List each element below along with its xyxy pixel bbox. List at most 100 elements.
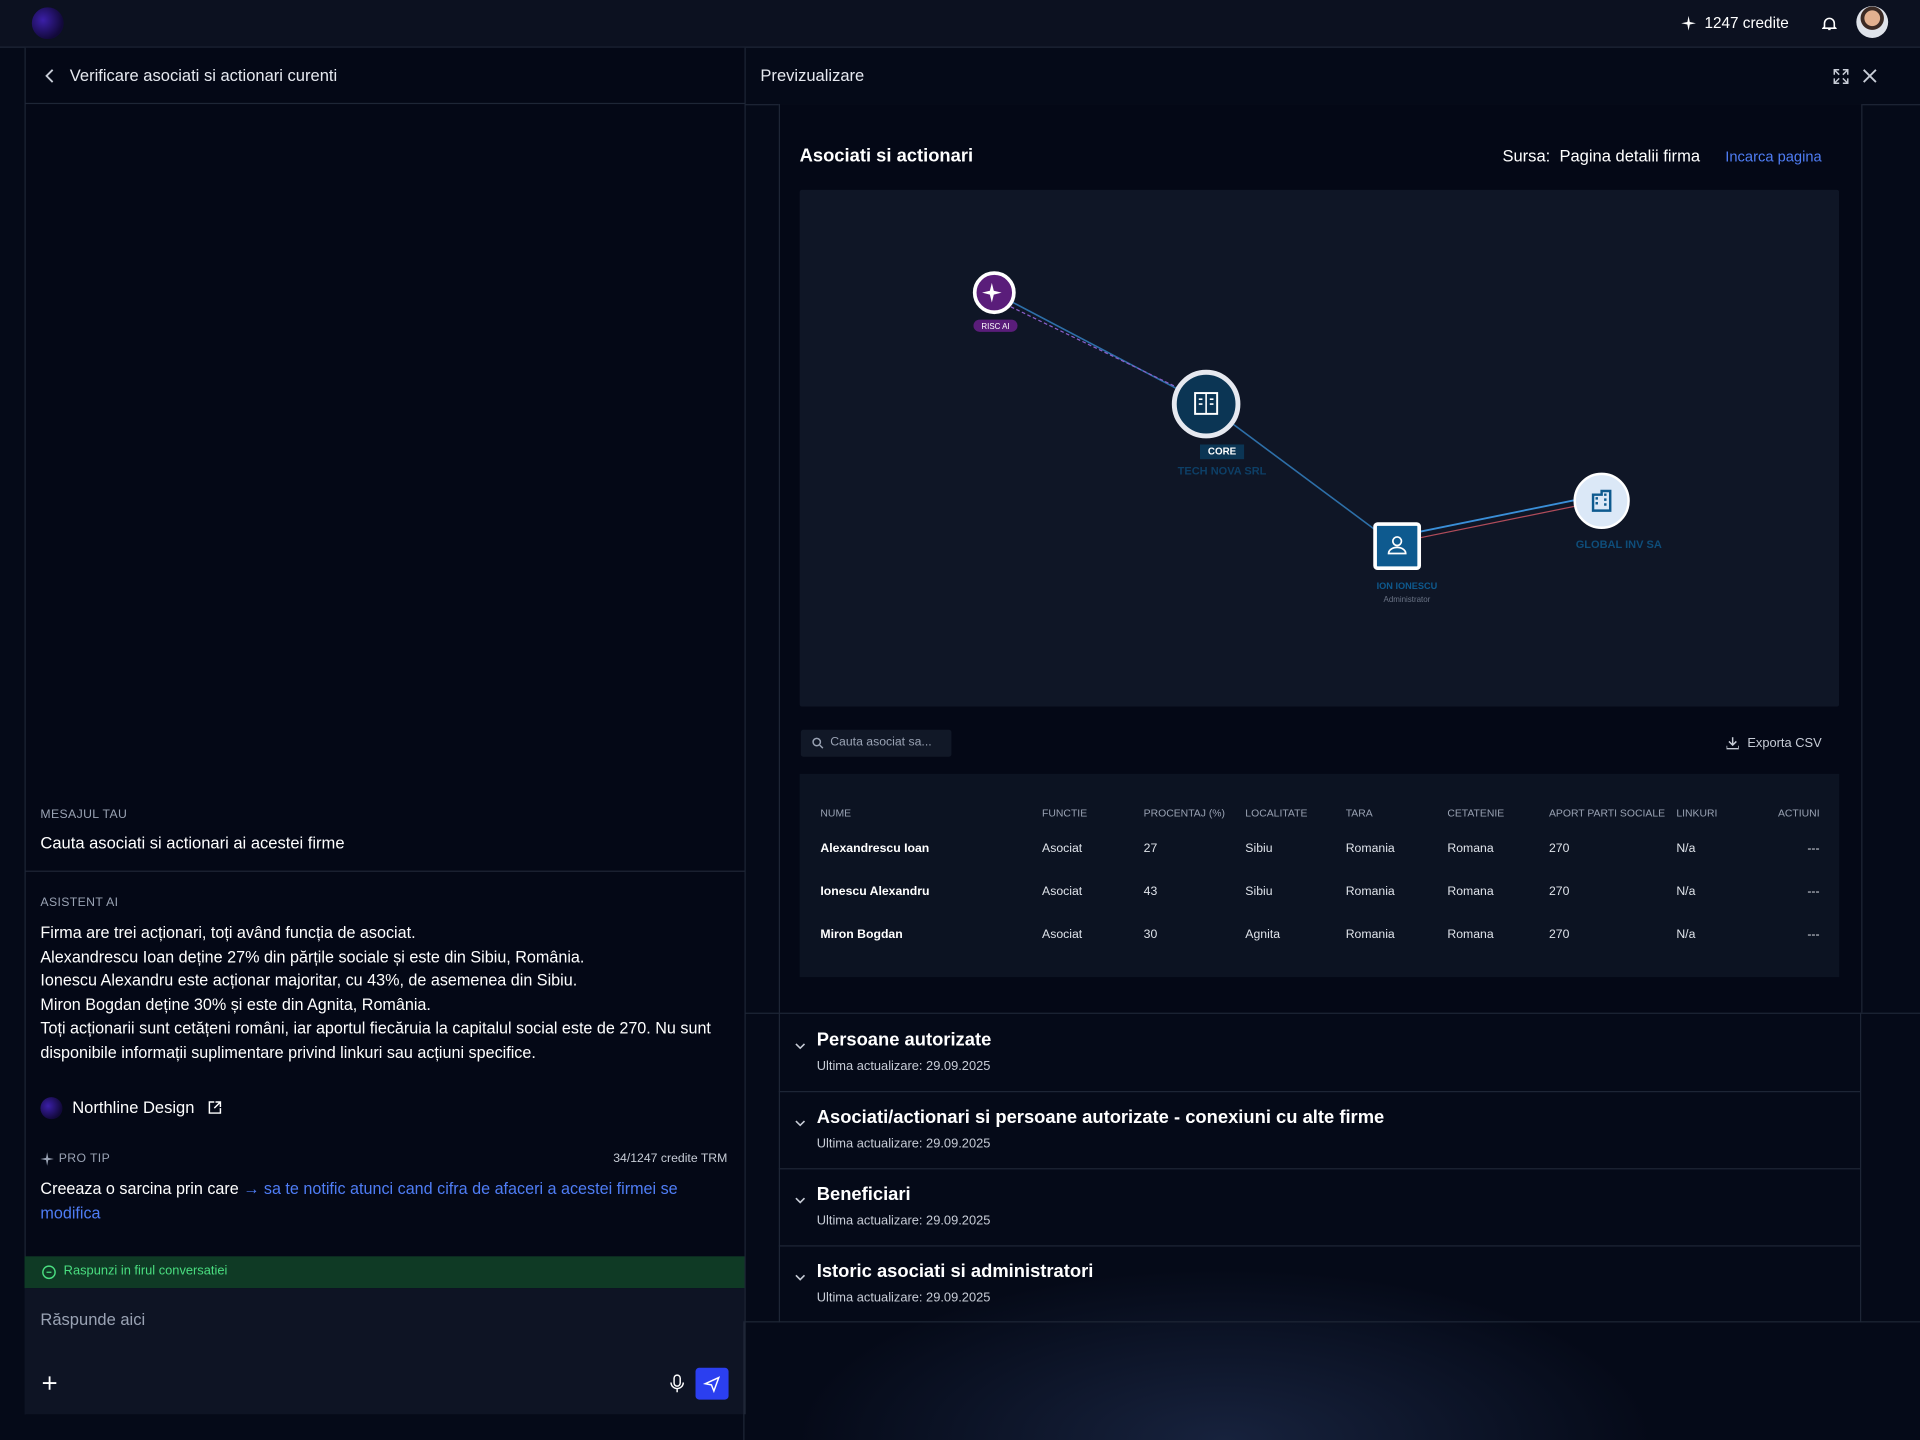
- table-header: Aport parti sociale: [1548, 806, 1666, 820]
- logo[interactable]: [31, 7, 64, 40]
- section-heading[interactable]: Persoane autorizate: [816, 1029, 992, 1051]
- tip-link[interactable]: → sa te notific atunci cand cifra de afa…: [40, 1179, 678, 1222]
- shareholders-table: [799, 773, 1840, 978]
- source-link[interactable]: Northline Design: [72, 1098, 195, 1117]
- table-cell: Romania: [1345, 928, 1395, 942]
- divider: [778, 1168, 1861, 1170]
- top-bar: [0, 0, 1920, 48]
- chevron[interactable]: [795, 1035, 806, 1057]
- assistant-label: Asistent AI: [40, 896, 119, 910]
- network-graph: RISC AI CORE TECH NOVA SRL ION IONESCU A…: [799, 189, 1840, 707]
- load-page-link[interactable]: Incarca pagina: [1725, 148, 1822, 166]
- search-placeholder: Cauta asociat sa...: [830, 735, 932, 750]
- row-name: Ionescu Alexandru: [820, 885, 930, 899]
- table-cell: 43: [1143, 885, 1158, 899]
- chevron[interactable]: [795, 1189, 806, 1211]
- message-label: Mesajul tau: [40, 808, 128, 822]
- section-heading[interactable]: Beneficiari: [816, 1184, 911, 1205]
- assistant-line: Miron Bogdan deține 30% și este din Agni…: [40, 995, 431, 1014]
- divider: [24, 870, 745, 872]
- thread-note: Raspunzi in firul conversatiei: [63, 1263, 228, 1279]
- source: Sursa: Pagina detalii firma: [1502, 147, 1700, 165]
- table-cell: Asociat: [1042, 885, 1083, 899]
- table-cell: Romania: [1345, 885, 1395, 899]
- table-cell: Agnita: [1245, 928, 1281, 942]
- chat-title: Verificare asociati si actionari curenti: [69, 66, 338, 85]
- section-updated: Ultima actualizare: 29.09.2025: [816, 1059, 991, 1074]
- table-header: Tara: [1345, 806, 1373, 820]
- row-name: Miron Bogdan: [820, 928, 903, 942]
- attach-button[interactable]: [42, 1375, 58, 1391]
- section-title: Asociati si actionari: [799, 145, 974, 167]
- section-heading[interactable]: Asociati/actionari si persoane autorizat…: [816, 1106, 1385, 1128]
- divider: [744, 1012, 1920, 1014]
- divider: [24, 102, 745, 105]
- table-cell: N/a: [1676, 928, 1696, 942]
- table-cell: 270: [1548, 928, 1570, 942]
- assistant-line: Toți acționarii sunt cetățeni români, ia…: [40, 1019, 711, 1062]
- close-button[interactable]: [1862, 69, 1877, 84]
- table-cell: 270: [1548, 842, 1570, 856]
- divider: [1860, 1012, 1862, 1323]
- source-label: Sursa:: [1502, 146, 1551, 166]
- table-cell: 270: [1548, 885, 1570, 899]
- table-cell: Romana: [1447, 928, 1494, 942]
- node-label: Administrator: [1384, 595, 1431, 604]
- export-button[interactable]: Exporta CSV: [1747, 735, 1822, 751]
- expand-button[interactable]: [1833, 69, 1849, 85]
- chevron[interactable]: [795, 1266, 806, 1288]
- node-label: ION IONESCU: [1377, 581, 1438, 591]
- table-cell: ---: [1807, 928, 1820, 942]
- table-cell: Romana: [1447, 885, 1494, 899]
- divider: [744, 1321, 1920, 1323]
- back-button[interactable]: [44, 69, 56, 84]
- download-icon: [1726, 737, 1739, 750]
- table-cell: ---: [1807, 842, 1820, 856]
- chat-panel: [24, 47, 746, 1415]
- section-heading[interactable]: Istoric asociati si administratori: [816, 1261, 1094, 1283]
- external-icon: [208, 1101, 222, 1114]
- pro-tip-label: Pro tip: [58, 1152, 111, 1166]
- search-icon: [812, 737, 824, 749]
- assistant-line: Ionescu Alexandru este acționar majorita…: [40, 971, 578, 990]
- thread-bar: [24, 1256, 745, 1289]
- divider: [743, 1321, 745, 1440]
- table-header: Procentaj (%): [1143, 806, 1226, 820]
- table-cell: N/a: [1676, 885, 1696, 899]
- table-header: Actiuni: [1777, 806, 1820, 820]
- notifications[interactable]: [1822, 16, 1837, 32]
- section-updated: Ultima actualizare: 29.09.2025: [816, 1290, 991, 1306]
- table-cell: 30: [1143, 928, 1158, 942]
- sparkle-icon: [40, 1152, 54, 1166]
- thread-icon: [42, 1265, 56, 1280]
- table-cell: ---: [1807, 885, 1820, 899]
- mic-button[interactable]: [670, 1374, 685, 1394]
- table-header: Cetatenie: [1447, 806, 1505, 820]
- search-box[interactable]: [800, 729, 952, 757]
- send-button[interactable]: [695, 1367, 729, 1400]
- section-updated: Ultima actualizare: 29.09.2025: [816, 1213, 991, 1229]
- chevron[interactable]: [795, 1112, 806, 1134]
- pro-tip: Creeaza o sarcina prin care → sa te noti…: [40, 1177, 732, 1225]
- source-logo: [40, 1097, 63, 1120]
- preview-title: Previzualizare: [760, 66, 865, 85]
- divider: [778, 1245, 1861, 1247]
- node-label: TECH NOVA SRL: [1178, 465, 1267, 477]
- assistant-message: Firma are trei acționari, toți având fun…: [40, 921, 732, 1065]
- preview-header: [744, 48, 1920, 106]
- node-label: GLOBAL INV SA: [1576, 539, 1662, 551]
- credits: 1247 credite: [1704, 14, 1789, 32]
- row-name: Alexandrescu Ioan: [820, 842, 930, 856]
- table-cell: 27: [1143, 842, 1158, 856]
- divider: [778, 1012, 781, 1323]
- avatar[interactable]: [1856, 6, 1889, 38]
- reply-box[interactable]: [24, 1288, 745, 1415]
- node-label: RISC AI: [981, 322, 1009, 331]
- section-updated: Ultima actualizare: 29.09.2025: [816, 1136, 991, 1152]
- sparkle-icon: [1681, 15, 1696, 31]
- table-header: Functie: [1042, 806, 1088, 820]
- table-header: Linkuri: [1676, 806, 1718, 820]
- table-header: Nume: [820, 806, 852, 820]
- node-label: CORE: [1208, 446, 1237, 457]
